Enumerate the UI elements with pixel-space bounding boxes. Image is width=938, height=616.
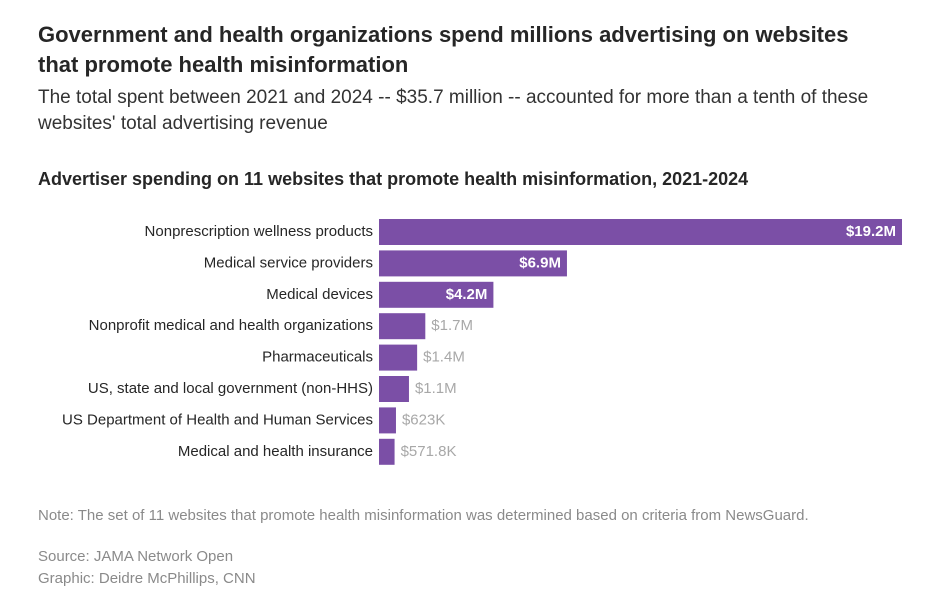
category-label: Medical and health insurance [178,443,373,460]
value-label: $1.4M [423,349,465,366]
bar [379,313,426,340]
chart-title: Advertiser spending on 11 websites that … [38,169,749,189]
category-label: Medical service providers [204,254,373,271]
source: Source: JAMA Network Open [38,548,234,565]
category-label: US Department of Health and Human Servic… [62,411,373,428]
category-label: Pharmaceuticals [262,349,373,366]
bar [379,376,409,402]
category-label: US, state and local government (non-HHS) [88,380,373,397]
subheadline: The total spent between 2021 and 2024 --… [38,87,869,134]
value-label: $19.2M [846,223,896,240]
credit: Graphic: Deidre McPhillips, CNN [38,570,256,587]
value-label: $1.7M [431,317,473,334]
bar [379,281,494,308]
category-label: Nonprescription wellness products [145,223,373,240]
bar [379,250,567,277]
value-label: $623K [402,411,445,428]
bar [379,344,418,371]
chart: Nonprescription wellness products $19.2M M… [62,219,902,465]
bar [379,407,396,434]
headline: Government and health organizations spen… [38,22,849,77]
value-label: $6.9M [519,254,561,271]
note: Note: The set of 11 websites that promot… [38,507,809,524]
category-label: Medical devices [266,286,373,303]
bar [379,219,902,245]
category-label: Nonprofit medical and health organizatio… [89,317,373,334]
value-label: $1.1M [415,380,457,397]
value-label: $571.8K [401,443,457,460]
bar [379,438,395,465]
value-label: $4.2M [446,286,488,303]
